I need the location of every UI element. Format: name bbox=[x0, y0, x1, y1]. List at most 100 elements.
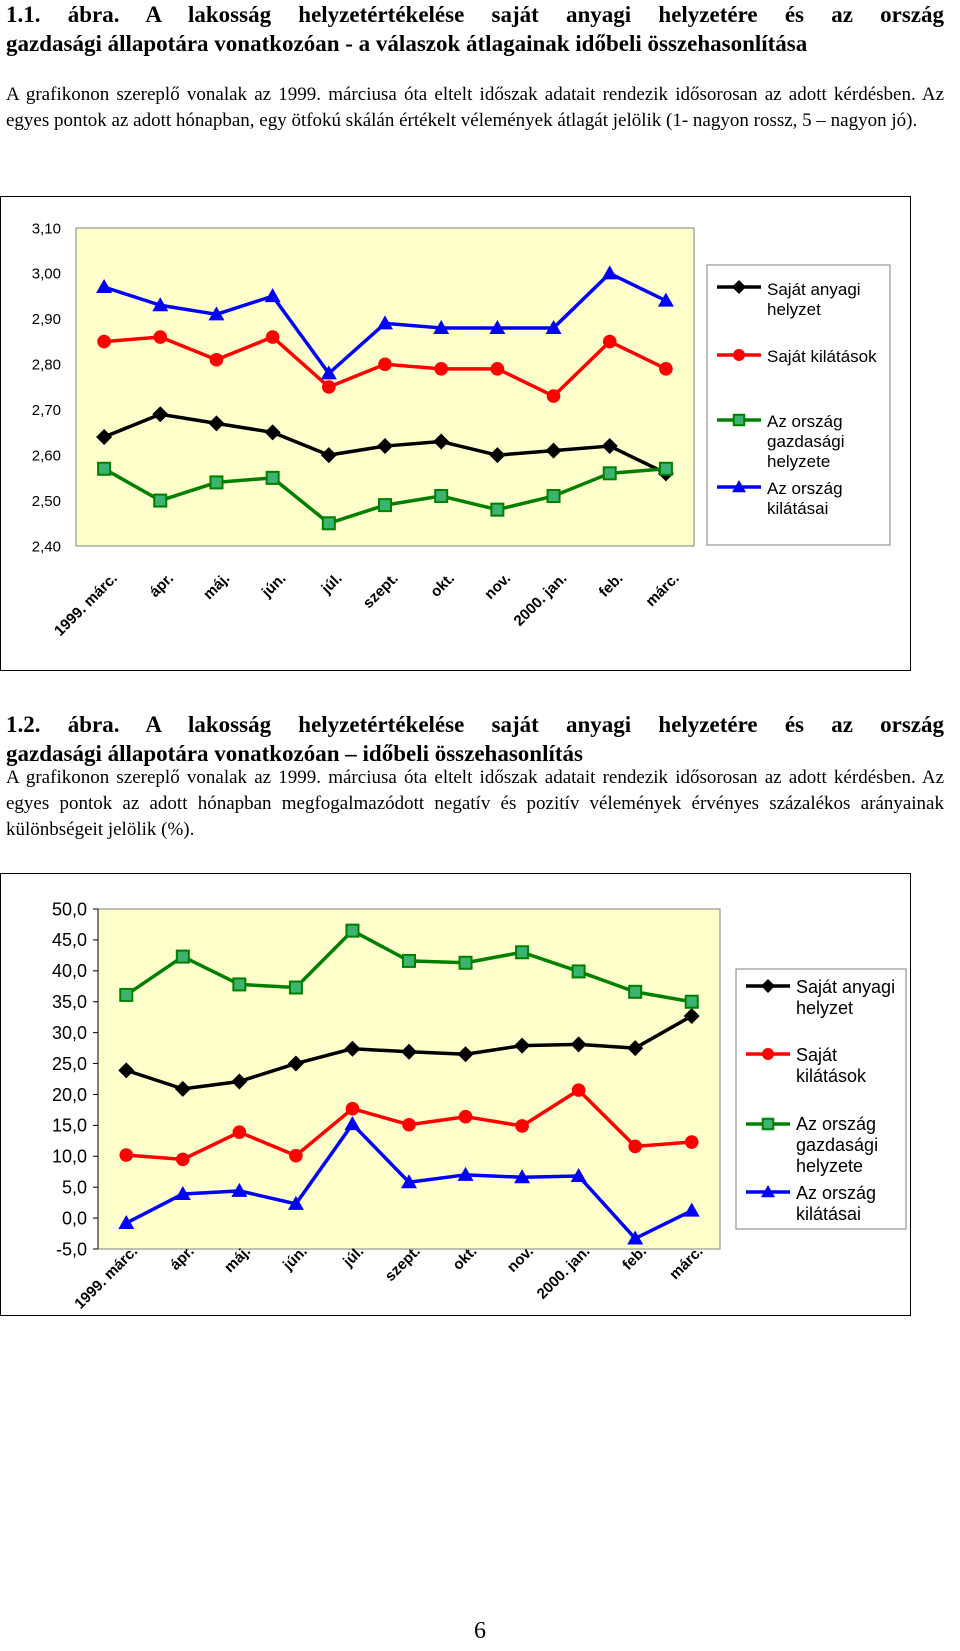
data-point bbox=[458, 955, 473, 970]
data-point bbox=[627, 1230, 644, 1245]
y-tick-label: 2,60 bbox=[32, 447, 61, 464]
series-triangle bbox=[96, 265, 674, 380]
data-point bbox=[378, 357, 392, 372]
data-point bbox=[657, 292, 674, 307]
legend-marker bbox=[732, 480, 746, 493]
data-point bbox=[287, 1195, 304, 1210]
x-tick-label: szept. bbox=[360, 570, 402, 612]
data-point bbox=[571, 1083, 586, 1097]
data-point bbox=[209, 352, 224, 367]
data-point bbox=[153, 330, 168, 344]
data-point bbox=[683, 1007, 700, 1024]
data-point bbox=[119, 987, 134, 1002]
y-tick-label: 15,0 bbox=[52, 1116, 87, 1136]
y-tick-label: 25,0 bbox=[52, 1054, 87, 1074]
x-tick-label: nov. bbox=[481, 570, 514, 603]
data-point bbox=[176, 1152, 190, 1167]
data-point bbox=[545, 442, 562, 459]
legend-label: Az ország gazdasági helyzete bbox=[796, 1114, 878, 1176]
legend-label: Az ország kilátásai bbox=[767, 479, 843, 518]
data-point bbox=[377, 438, 393, 455]
x-tick-label: márc. bbox=[642, 570, 682, 610]
data-point bbox=[208, 306, 225, 321]
data-point bbox=[322, 380, 336, 394]
data-point bbox=[119, 1148, 134, 1162]
data-point bbox=[433, 319, 450, 334]
data-point bbox=[602, 466, 617, 481]
data-point bbox=[96, 428, 113, 445]
legend-marker bbox=[762, 1048, 774, 1060]
data-point bbox=[118, 1215, 135, 1230]
y-tick-label: 50,0 bbox=[52, 899, 87, 919]
series-square bbox=[97, 461, 673, 531]
y-tick-label: 2,50 bbox=[32, 493, 61, 510]
data-point bbox=[684, 1135, 699, 1149]
legend-label: Saját kilátások bbox=[767, 347, 877, 366]
data-point bbox=[571, 964, 586, 979]
data-point bbox=[545, 319, 562, 334]
data-point bbox=[490, 362, 505, 376]
data-point bbox=[457, 1166, 474, 1181]
data-point bbox=[628, 984, 643, 999]
data-point bbox=[321, 516, 336, 531]
data-point bbox=[433, 433, 450, 450]
legend-box bbox=[735, 968, 907, 1230]
data-point bbox=[96, 279, 113, 294]
data-point bbox=[231, 1182, 248, 1197]
y-tick-label: 40,0 bbox=[52, 961, 87, 981]
data-point bbox=[377, 315, 393, 330]
data-point bbox=[344, 1040, 361, 1057]
data-point bbox=[209, 475, 224, 490]
series-diamond bbox=[96, 406, 674, 482]
data-point bbox=[570, 1168, 587, 1183]
y-tick-label: 3,10 bbox=[32, 220, 61, 237]
data-point bbox=[683, 1202, 700, 1217]
figure2-title-line1: 1.2. ábra. A lakosság helyzetértékelése … bbox=[6, 712, 944, 737]
data-point bbox=[434, 489, 449, 504]
data-point bbox=[320, 365, 337, 380]
series-circle bbox=[97, 330, 673, 403]
data-point bbox=[601, 265, 618, 280]
legend-marker bbox=[761, 1185, 775, 1198]
data-point bbox=[231, 1073, 248, 1090]
legend-marker bbox=[732, 280, 746, 294]
data-point bbox=[265, 470, 280, 485]
chart2: -5,0 0,0 5,0 10,0 15,0 20,0 25,0 30,0 35,0 40,0 45… bbox=[52, 899, 907, 1313]
data-point bbox=[152, 297, 169, 312]
data-point bbox=[153, 493, 168, 508]
data-point bbox=[378, 498, 392, 513]
figure1-title-line1: 1.1. ábra. A lakosság helyzetértékelése … bbox=[6, 2, 944, 27]
data-point bbox=[288, 980, 303, 995]
data-point bbox=[344, 1116, 361, 1131]
data-point bbox=[402, 1117, 416, 1132]
page-number: 6 bbox=[474, 1618, 486, 1644]
series-triangle bbox=[118, 1116, 700, 1245]
y-tick-label: 0,0 bbox=[62, 1208, 87, 1228]
legend-label: Az ország kilátásai bbox=[796, 1183, 876, 1224]
data-point bbox=[97, 461, 112, 476]
data-point bbox=[490, 502, 505, 517]
y-tick-label: 2,80 bbox=[32, 357, 61, 374]
data-point bbox=[97, 334, 111, 349]
data-point bbox=[174, 1185, 191, 1200]
y-tick-label: 30,0 bbox=[52, 1023, 87, 1043]
data-point bbox=[658, 461, 673, 476]
data-point bbox=[515, 945, 530, 960]
legend-label: Saját anyagi helyzet bbox=[767, 280, 861, 319]
legend-marker bbox=[732, 413, 746, 427]
data-point bbox=[489, 447, 506, 464]
data-point bbox=[264, 288, 281, 303]
x-tick-label: 2000. jan. bbox=[534, 1243, 594, 1303]
data-point bbox=[175, 949, 190, 964]
x-tick-label: ápr. bbox=[146, 570, 177, 601]
y-tick-label: 45,0 bbox=[52, 930, 87, 950]
legend-label: Az ország gazdasági helyzete bbox=[767, 412, 845, 471]
legend-box bbox=[706, 264, 891, 546]
figure2-description: A grafikonon szereplő vonalak az 1999. m… bbox=[6, 767, 944, 840]
chart2-frame: -5,0 0,0 5,0 10,0 15,0 20,0 25,0 30,0 35,0 40,0 45… bbox=[0, 873, 911, 1316]
x-tick-label: 2000. jan. bbox=[511, 570, 571, 630]
x-tick-label: 1999. márc. bbox=[51, 570, 121, 640]
x-tick-label: jún. bbox=[258, 570, 290, 602]
data-point bbox=[152, 406, 169, 423]
figure1-title-line2: gazdasági állapotára vonatkozóan - a vál… bbox=[6, 31, 808, 56]
